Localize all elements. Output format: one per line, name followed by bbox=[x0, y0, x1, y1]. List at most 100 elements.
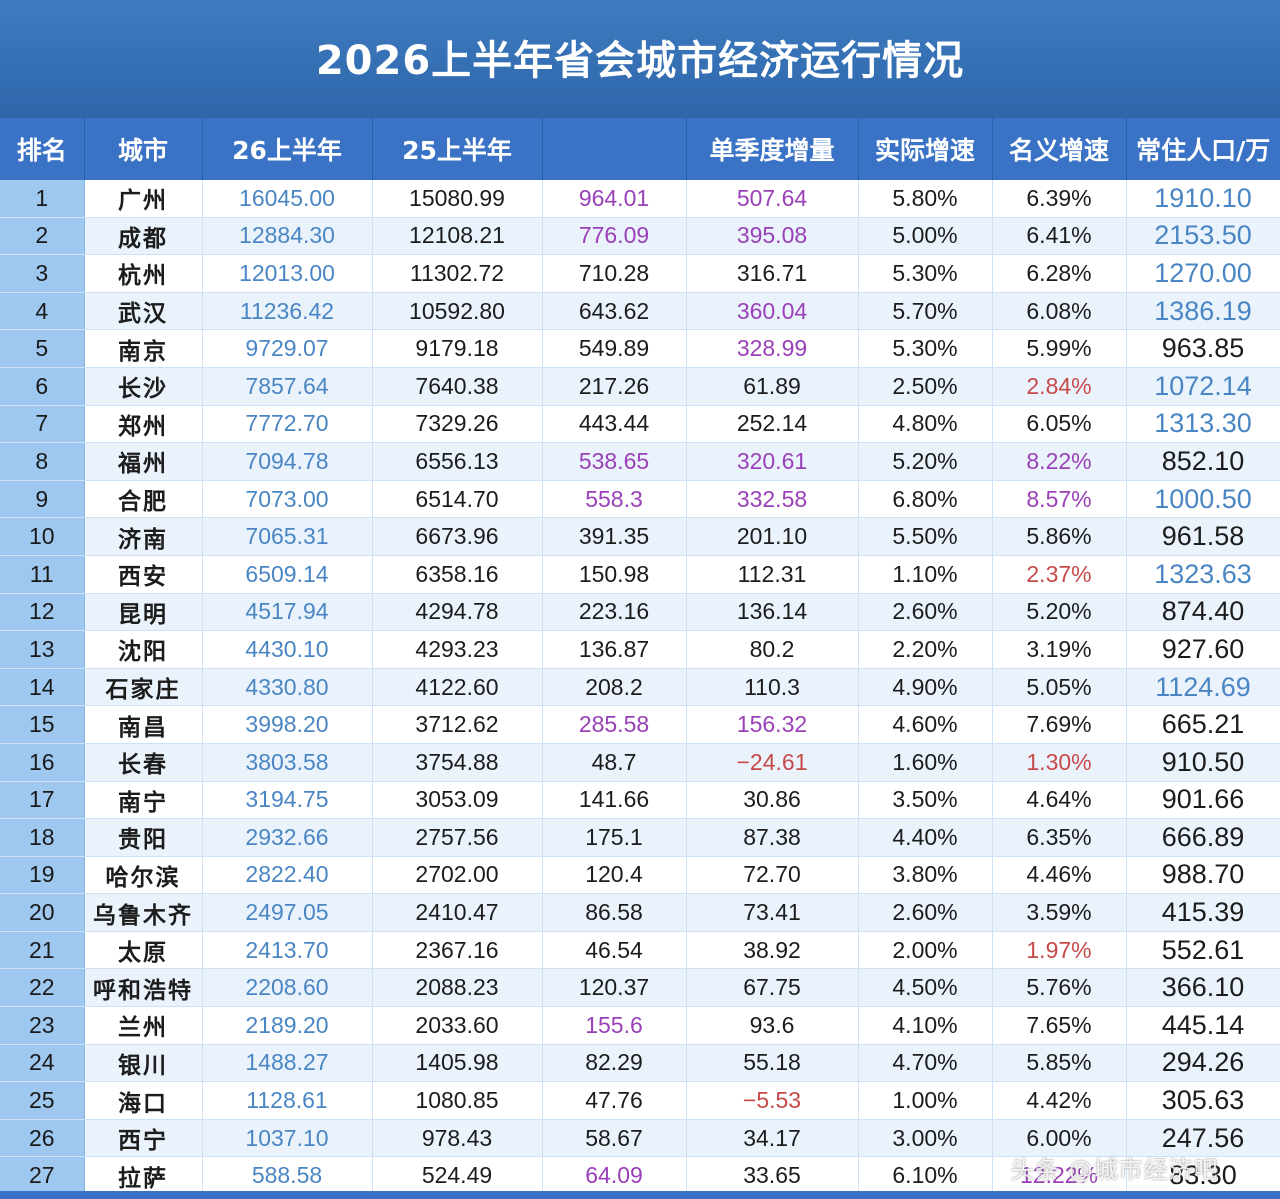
cell-rank: 10 bbox=[0, 517, 85, 556]
cell-increase: 58.67 bbox=[542, 1119, 687, 1158]
cell-h1-2026: 1488.27 bbox=[202, 1044, 373, 1083]
cell-quarter-increase: 507.64 bbox=[686, 180, 859, 218]
header-nominal-growth: 名义增速 bbox=[992, 118, 1127, 180]
cell-real-growth: 6.10% bbox=[858, 1156, 993, 1196]
table-row: 26 西宁 1037.10 978.43 58.67 34.17 3.00% 6.00% 247… bbox=[0, 1119, 1280, 1158]
cell-city: 广州 bbox=[84, 180, 203, 218]
cell-rank: 3 bbox=[0, 254, 85, 293]
cell-rank: 27 bbox=[0, 1156, 85, 1196]
cell-nominal-growth: 6.05% bbox=[992, 405, 1127, 444]
table-row: 9 合肥 7073.00 6514.70 558.3 332.58 6.80% 8.57% 10… bbox=[0, 480, 1280, 519]
cell-city: 哈尔滨 bbox=[84, 856, 203, 895]
cell-nominal-growth: 4.46% bbox=[992, 856, 1127, 895]
cell-quarter-increase: 395.08 bbox=[686, 217, 859, 256]
cell-city: 济南 bbox=[84, 517, 203, 556]
table-row: 21 太原 2413.70 2367.16 46.54 38.92 2.00% 1.97% 55… bbox=[0, 931, 1280, 970]
cell-quarter-increase: 136.14 bbox=[686, 593, 859, 632]
table-row: 22 呼和浩特 2208.60 2088.23 120.37 67.75 4.50% 5.76… bbox=[0, 968, 1280, 1008]
cell-increase: 443.44 bbox=[542, 405, 687, 444]
cell-h1-2026: 16045.00 bbox=[202, 180, 373, 218]
cell-increase: 710.28 bbox=[542, 254, 687, 293]
cell-quarter-increase: 30.86 bbox=[686, 781, 859, 820]
table-row: 16 长春 3803.58 3754.88 48.7 −24.61 1.60% 1.30% 91… bbox=[0, 743, 1280, 782]
cell-population: 294.26 bbox=[1126, 1044, 1280, 1083]
cell-real-growth: 5.30% bbox=[858, 329, 993, 368]
cell-rank: 26 bbox=[0, 1119, 85, 1158]
cell-real-growth: 4.50% bbox=[858, 968, 993, 1008]
watermark-text: 头条 @城市经济吧 bbox=[1010, 1156, 1219, 1184]
table-row: 8 福州 7094.78 6556.13 538.65 320.61 5.20% 8.22% 8… bbox=[0, 442, 1280, 481]
table-row: 23 兰州 2189.20 2033.60 155.6 93.6 4.10% 7.65% 445… bbox=[0, 1006, 1280, 1045]
economy-table: 排名 城市 26上半年 25上半年 单季度增量 实际增速 名义增速 常住人口/万… bbox=[0, 118, 1280, 1196]
cell-nominal-growth: 5.76% bbox=[992, 968, 1127, 1008]
cell-h1-2025: 6673.96 bbox=[372, 517, 543, 556]
cell-population: 665.21 bbox=[1126, 705, 1280, 744]
cell-nominal-growth: 5.99% bbox=[992, 329, 1127, 368]
table-row: 15 南昌 3998.20 3712.62 285.58 156.32 4.60% 7.69%… bbox=[0, 705, 1280, 744]
cell-nominal-growth: 1.30% bbox=[992, 743, 1127, 782]
table-row: 12 昆明 4517.94 4294.78 223.16 136.14 2.60% 5.20%… bbox=[0, 593, 1280, 632]
cell-nominal-growth: 7.65% bbox=[992, 1006, 1127, 1045]
cell-nominal-growth: 5.20% bbox=[992, 593, 1127, 632]
cell-quarter-increase: 252.14 bbox=[686, 405, 859, 444]
cell-nominal-growth: 5.05% bbox=[992, 668, 1127, 707]
cell-increase: 47.76 bbox=[542, 1081, 687, 1120]
cell-increase: 223.16 bbox=[542, 593, 687, 632]
table-row: 3 杭州 12013.00 11302.72 710.28 316.71 5.30% 6.28… bbox=[0, 254, 1280, 293]
cell-nominal-growth: 6.28% bbox=[992, 254, 1127, 293]
cell-h1-2026: 4330.80 bbox=[202, 668, 373, 707]
cell-population: 988.70 bbox=[1126, 856, 1280, 895]
cell-nominal-growth: 6.08% bbox=[992, 292, 1127, 331]
cell-real-growth: 5.00% bbox=[858, 217, 993, 256]
cell-city: 兰州 bbox=[84, 1006, 203, 1045]
cell-increase: 175.1 bbox=[542, 818, 687, 857]
cell-real-growth: 2.00% bbox=[858, 931, 993, 970]
cell-h1-2026: 7772.70 bbox=[202, 405, 373, 444]
cell-real-growth: 1.10% bbox=[858, 555, 993, 594]
table-row: 24 银川 1488.27 1405.98 82.29 55.18 4.70% 5.85% 29… bbox=[0, 1044, 1280, 1083]
table-body: 1 广州 16045.00 15080.99 964.01 507.64 5.80% 6.39… bbox=[0, 180, 1280, 1196]
cell-population: 366.10 bbox=[1126, 968, 1280, 1008]
cell-rank: 18 bbox=[0, 818, 85, 857]
cell-city: 南昌 bbox=[84, 705, 203, 744]
cell-rank: 24 bbox=[0, 1044, 85, 1083]
cell-nominal-growth: 3.19% bbox=[992, 630, 1127, 669]
cell-city: 西安 bbox=[84, 555, 203, 594]
cell-h1-2026: 2497.05 bbox=[202, 893, 373, 932]
cell-increase: 558.3 bbox=[542, 480, 687, 519]
cell-quarter-increase: −5.53 bbox=[686, 1081, 859, 1120]
cell-h1-2025: 7329.26 bbox=[372, 405, 543, 444]
cell-real-growth: 4.40% bbox=[858, 818, 993, 857]
cell-quarter-increase: 67.75 bbox=[686, 968, 859, 1008]
cell-real-growth: 4.70% bbox=[858, 1044, 993, 1083]
cell-city: 长沙 bbox=[84, 367, 203, 406]
cell-increase: 964.01 bbox=[542, 180, 687, 218]
cell-h1-2025: 978.43 bbox=[372, 1119, 543, 1158]
cell-population: 1910.10 bbox=[1126, 180, 1280, 218]
cell-quarter-increase: 61.89 bbox=[686, 367, 859, 406]
cell-rank: 22 bbox=[0, 968, 85, 1008]
cell-nominal-growth: 7.69% bbox=[992, 705, 1127, 744]
table-row: 25 海口 1128.61 1080.85 47.76 −5.53 1.00% 4.42% 30… bbox=[0, 1081, 1280, 1120]
header-quarter-increase: 单季度增量 bbox=[686, 118, 859, 180]
cell-quarter-increase: 38.92 bbox=[686, 931, 859, 970]
cell-h1-2025: 2702.00 bbox=[372, 856, 543, 895]
header-h1-2026: 26上半年 bbox=[202, 118, 373, 180]
cell-city: 长春 bbox=[84, 743, 203, 782]
cell-nominal-growth: 6.39% bbox=[992, 180, 1127, 218]
cell-real-growth: 4.60% bbox=[858, 705, 993, 744]
cell-population: 1270.00 bbox=[1126, 254, 1280, 293]
cell-nominal-growth: 1.97% bbox=[992, 931, 1127, 970]
cell-h1-2026: 2413.70 bbox=[202, 931, 373, 970]
header-rank: 排名 bbox=[0, 118, 85, 180]
cell-h1-2026: 3803.58 bbox=[202, 743, 373, 782]
cell-population: 1386.19 bbox=[1126, 292, 1280, 331]
cell-population: 910.50 bbox=[1126, 743, 1280, 782]
cell-rank: 19 bbox=[0, 856, 85, 895]
cell-city: 福州 bbox=[84, 442, 203, 481]
cell-h1-2026: 7857.64 bbox=[202, 367, 373, 406]
cell-city: 南京 bbox=[84, 329, 203, 368]
cell-increase: 208.2 bbox=[542, 668, 687, 707]
cell-increase: 48.7 bbox=[542, 743, 687, 782]
cell-rank: 14 bbox=[0, 668, 85, 707]
